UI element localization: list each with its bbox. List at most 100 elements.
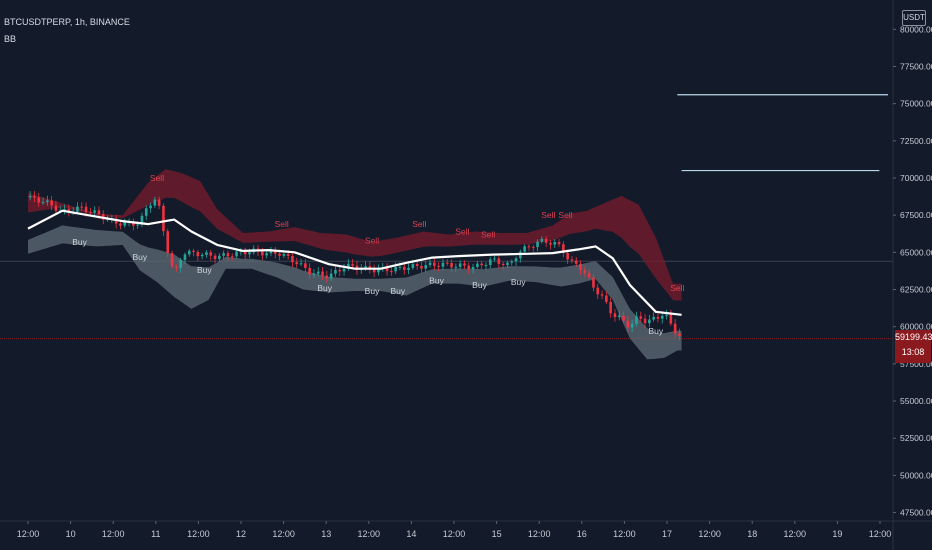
candle-body (351, 263, 354, 266)
candle-body (175, 266, 178, 268)
candle-body (192, 250, 195, 252)
candle-body (678, 333, 681, 337)
candle-body (415, 264, 419, 267)
x-tick-label: 18 (747, 529, 757, 539)
candle-body (501, 263, 505, 266)
buy-signal-label: Buy (317, 283, 332, 293)
candle-body (420, 266, 423, 269)
sell-signal-label: Sell (541, 210, 555, 220)
candle-body (170, 253, 174, 267)
candle-body (372, 269, 376, 273)
indicator-label[interactable]: BB (4, 34, 17, 44)
candle-body (437, 265, 440, 267)
candle-body (312, 273, 316, 275)
candle-body (553, 242, 557, 245)
candle-body (566, 252, 569, 260)
candle-body (454, 266, 458, 268)
candle-body (665, 314, 668, 316)
candle-body (394, 266, 397, 272)
buy-signal-label: Buy (511, 277, 526, 287)
candle-body (325, 275, 329, 279)
x-tick-label: 12:00 (187, 529, 210, 539)
candle-body (334, 270, 337, 274)
candle-body (183, 254, 187, 260)
sell-signal-label: Sell (412, 219, 426, 229)
candle-body (622, 315, 625, 321)
x-tick-label: 16 (577, 529, 587, 539)
candle-body (463, 263, 466, 266)
candle-body (157, 199, 161, 206)
candle-body (428, 262, 432, 266)
candle-body (562, 244, 565, 253)
x-tick-label: 12:00 (613, 529, 636, 539)
candle-body (441, 262, 445, 267)
candle-body (132, 221, 135, 226)
y-tick-label: 62500.00 (900, 285, 932, 295)
signal-labels: SellBuyBuyBuySellSellBuySellBuySellBuySe… (72, 173, 684, 336)
bollinger-bands (28, 169, 682, 360)
candle-body (329, 273, 333, 279)
candle-body (140, 215, 144, 225)
candle-body (514, 258, 518, 262)
candle-body (424, 265, 428, 269)
candle-body (364, 266, 367, 269)
candle-body (493, 258, 496, 260)
y-tick-label: 52500.00 (900, 433, 932, 443)
candle-body (587, 273, 591, 278)
x-tick-label: 19 (832, 529, 842, 539)
y-tick-label: 70000.00 (900, 173, 932, 183)
candle-body (385, 267, 389, 272)
candle-body (321, 271, 324, 276)
candle-body (536, 241, 539, 248)
symbol-title[interactable]: BTCUSDTPERP, 1h, BINANCE (4, 17, 130, 27)
y-tick-label: 47500.00 (900, 508, 932, 518)
candle-body (398, 266, 402, 268)
candle-body (261, 251, 264, 256)
candle-body (265, 253, 268, 256)
sell-signal-label: Sell (150, 173, 164, 183)
candle-body (617, 315, 621, 318)
candle-body (630, 323, 634, 328)
buy-signal-label: Buy (472, 280, 487, 290)
candle-body (660, 315, 664, 319)
candle-body (304, 263, 307, 268)
buy-signal-label: Buy (197, 265, 212, 275)
horizontal-levels[interactable] (677, 94, 888, 172)
lower-band (28, 225, 682, 360)
sell-signal-label: Sell (455, 227, 469, 237)
candle-body (273, 250, 277, 254)
candle-body (295, 262, 299, 265)
candle-body (243, 251, 247, 255)
last-price-tag: 59199.43 13:08 (895, 330, 932, 363)
x-tick-label: 12:00 (272, 529, 295, 539)
y-tick-label: 77500.00 (900, 61, 932, 71)
upper-band (28, 169, 682, 301)
candle-body (196, 251, 200, 257)
x-tick-label: 12 (236, 529, 246, 539)
x-tick-label: 12:00 (102, 529, 125, 539)
candle-body (162, 205, 165, 232)
currency-badge[interactable]: USDT (902, 10, 926, 26)
candle-body (652, 316, 655, 320)
y-tick-label: 80000.00 (900, 24, 932, 34)
candle-body (291, 255, 294, 263)
candle-body (523, 246, 526, 252)
candle-body (84, 206, 88, 213)
candle-body (239, 251, 243, 253)
candle-body (377, 269, 380, 273)
candle-body (308, 267, 311, 275)
candle-body (450, 262, 453, 268)
x-tick-label: 12:00 (443, 529, 466, 539)
candle-body (643, 318, 647, 324)
candle-body (338, 270, 342, 272)
x-tick-label: 12:00 (528, 529, 551, 539)
candle-body (605, 295, 608, 302)
candle-body (205, 252, 208, 255)
candle-body (347, 263, 350, 269)
candle-body (316, 271, 320, 274)
x-tick-label: 12:00 (17, 529, 40, 539)
candle-body (592, 277, 595, 288)
candle-body (648, 319, 651, 324)
candle-body (93, 210, 96, 213)
